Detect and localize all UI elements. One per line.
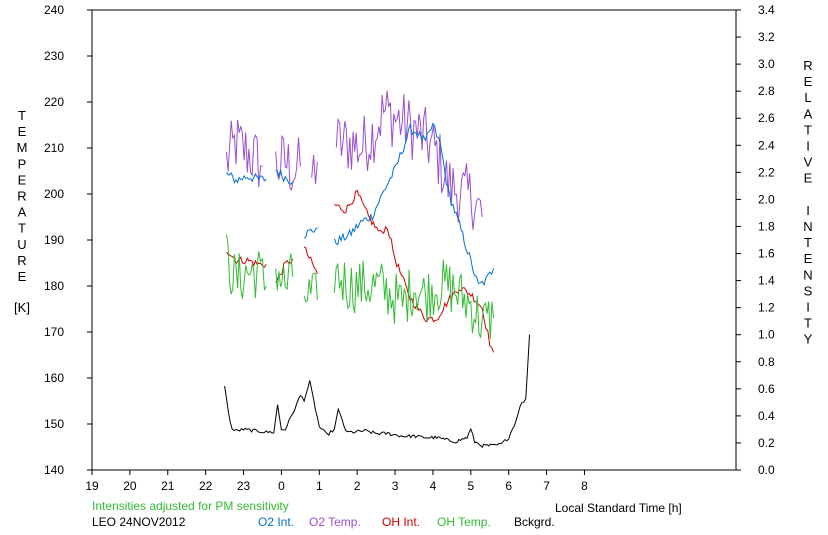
series-line-o2-temp-1 [275, 134, 301, 192]
y-left-tick-label: 180 [44, 279, 64, 293]
x-tick-label: 6 [505, 479, 512, 493]
y-right-tick-label: 0.6 [758, 382, 775, 396]
series-line-oh-temp-1 [275, 253, 294, 291]
y-right-tick-label: 2.4 [758, 138, 775, 152]
y-right-tick-label: 3.4 [758, 3, 775, 17]
y-right-tick-label: 3.0 [758, 57, 775, 71]
series-line-o2-int-0 [226, 171, 267, 185]
series-line-oh-int-2 [303, 246, 318, 274]
series-layer [224, 90, 530, 449]
station-label: LEO 24NOV2012 [92, 515, 186, 529]
x-tick-label: 5 [467, 479, 474, 493]
y-left-tick-label: 150 [44, 417, 64, 431]
series-line-bckgrd-0 [224, 334, 530, 449]
series-line-oh-int-0 [226, 251, 267, 269]
plot-frame [91, 9, 737, 471]
legend-o2-temp: O2 Temp. [309, 515, 361, 529]
y-right-tick-label: 0.4 [758, 409, 775, 423]
y-right-tick-label: 1.8 [758, 219, 775, 233]
x-tick-label: 23 [237, 479, 251, 493]
y-right-tick-label: 2.6 [758, 111, 775, 125]
y-left-tick-label: 170 [44, 325, 64, 339]
legend-o2-int: O2 Int. [258, 515, 294, 529]
y-right-tick-label: 0.8 [758, 355, 775, 369]
series-line-o2-int-1 [275, 169, 294, 185]
y-left-tick-label: 240 [44, 3, 64, 17]
x-tick-label: 0 [278, 479, 285, 493]
series-line-o2-int-2 [303, 227, 318, 239]
series-line-oh-temp-0 [226, 234, 267, 299]
x-tick-label: 7 [543, 479, 550, 493]
x-tick-label: 21 [161, 479, 175, 493]
series-line-o2-temp-0 [226, 119, 263, 187]
series-line-o2-int-3 [333, 122, 495, 287]
x-tick-label: 20 [123, 479, 137, 493]
y-left-tick-label: 160 [44, 371, 64, 385]
y-right-tick-label: 1.4 [758, 274, 775, 288]
series-line-o2-temp-3 [335, 90, 483, 230]
series-line-oh-temp-3 [333, 259, 495, 339]
x-tick-label: 1 [316, 479, 323, 493]
sensitivity-note: Intensities adjusted for PM sensitivity [92, 499, 289, 513]
x-tick-label: 3 [392, 479, 399, 493]
y-right-tick-label: 0.2 [758, 436, 775, 450]
labels-layer: 19 20 21 22 23 0 1 2 3 4 5 6 7 8140150160170180190200… [14, 3, 813, 493]
y-left-unit-label: [K] [14, 300, 30, 315]
series-line-oh-int-3 [334, 189, 495, 353]
series-line-o2-temp-2 [311, 154, 318, 185]
y-left-tick-label: 140 [44, 463, 64, 477]
x-tick-label: 22 [199, 479, 213, 493]
y-right-tick-label: 0.0 [758, 463, 775, 477]
y-right-tick-label: 1.0 [758, 328, 775, 342]
x-tick-label: 8 [581, 479, 588, 493]
x-tick-label: 19 [85, 479, 99, 493]
x-tick-label: 2 [354, 479, 361, 493]
x-tick-label: 4 [430, 479, 437, 493]
x-axis-label: Local Standard Time [h] [555, 501, 682, 515]
axis-ticks [87, 9, 741, 475]
y-right-tick-label: 2.8 [758, 84, 775, 98]
legend-oh-int: OH Int. [382, 515, 420, 529]
series-line-oh-temp-2 [303, 272, 318, 303]
y-right-tick-label: 1.2 [758, 301, 775, 315]
y-right-tick-label: 1.6 [758, 247, 775, 261]
y-left-tick-label: 210 [44, 141, 64, 155]
y-left-tick-label: 230 [44, 49, 64, 63]
y-left-tick-label: 220 [44, 95, 64, 109]
legend-bckgrd: Bckgrd. [514, 515, 555, 529]
y-right-tick-label: 2.0 [758, 192, 775, 206]
y-right-tick-label: 3.2 [758, 30, 775, 44]
y-left-tick-label: 190 [44, 233, 64, 247]
y-left-tick-label: 200 [44, 187, 64, 201]
y-right-tick-label: 2.2 [758, 165, 775, 179]
legend-oh-temp: OH Temp. [437, 515, 491, 529]
